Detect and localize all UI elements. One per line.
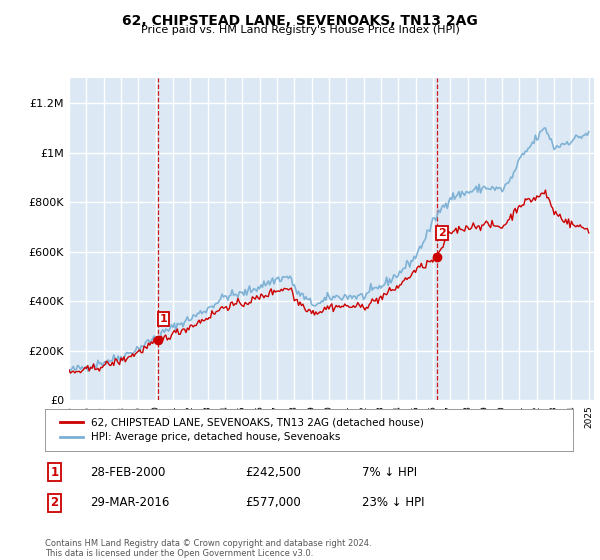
Text: 2: 2 [438,228,446,237]
Text: 1: 1 [160,314,167,324]
Text: 1: 1 [50,466,59,479]
Text: 62, CHIPSTEAD LANE, SEVENOAKS, TN13 2AG: 62, CHIPSTEAD LANE, SEVENOAKS, TN13 2AG [122,14,478,28]
Text: 23% ↓ HPI: 23% ↓ HPI [362,496,424,509]
Text: Contains HM Land Registry data © Crown copyright and database right 2024.
This d: Contains HM Land Registry data © Crown c… [45,539,371,558]
Legend: 62, CHIPSTEAD LANE, SEVENOAKS, TN13 2AG (detached house), HPI: Average price, de: 62, CHIPSTEAD LANE, SEVENOAKS, TN13 2AG … [55,413,428,446]
Text: Price paid vs. HM Land Registry's House Price Index (HPI): Price paid vs. HM Land Registry's House … [140,25,460,35]
Text: 2: 2 [50,496,59,509]
Text: 7% ↓ HPI: 7% ↓ HPI [362,466,417,479]
Text: £242,500: £242,500 [245,466,302,479]
Text: £577,000: £577,000 [245,496,301,509]
Text: 29-MAR-2016: 29-MAR-2016 [90,496,169,509]
Text: 28-FEB-2000: 28-FEB-2000 [90,466,165,479]
